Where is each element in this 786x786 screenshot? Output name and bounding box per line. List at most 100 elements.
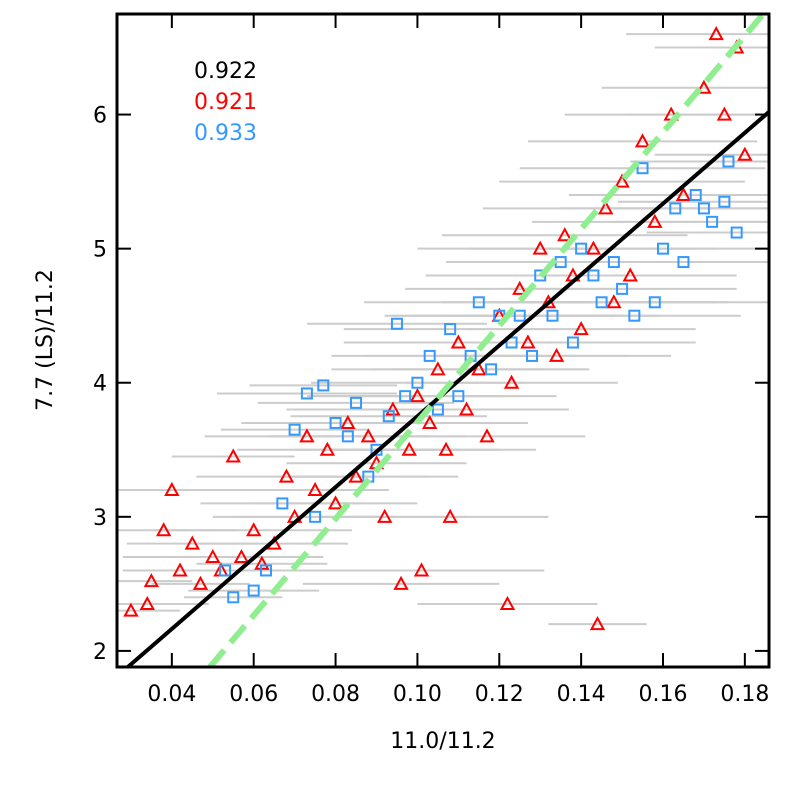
marker xyxy=(647,213,663,228)
marker xyxy=(376,508,393,523)
marker xyxy=(422,414,438,429)
marker xyxy=(225,448,241,463)
marker xyxy=(299,428,315,443)
marker xyxy=(526,349,539,362)
y-tick-label: 6 xyxy=(93,104,107,129)
marker xyxy=(423,349,436,362)
marker xyxy=(628,309,641,322)
marker xyxy=(718,195,731,208)
x-tick-label: 0.10 xyxy=(393,682,442,707)
marker xyxy=(143,573,160,588)
x-tick-label: 0.08 xyxy=(311,682,360,707)
marker xyxy=(393,575,409,590)
marker xyxy=(689,189,702,202)
marker xyxy=(677,256,690,269)
marker xyxy=(327,495,344,510)
marker xyxy=(708,26,724,41)
marker xyxy=(485,363,498,376)
marker xyxy=(382,410,395,423)
x-tick-label: 0.16 xyxy=(639,682,688,707)
marker xyxy=(499,595,516,610)
x-tick-label: 0.06 xyxy=(229,682,278,707)
marker xyxy=(233,548,250,564)
marker xyxy=(616,282,629,295)
marker xyxy=(442,508,458,523)
marker xyxy=(172,562,188,577)
marker xyxy=(247,584,260,597)
marker xyxy=(399,390,412,403)
y-tick-label: 2 xyxy=(93,640,107,665)
marker xyxy=(513,309,526,322)
marker xyxy=(288,423,301,436)
marker xyxy=(722,155,735,168)
marker xyxy=(585,240,602,255)
marker xyxy=(471,361,487,376)
annotation: 0.922 xyxy=(194,59,257,84)
x-tick-label: 0.14 xyxy=(557,682,606,707)
marker xyxy=(246,522,262,537)
marker xyxy=(413,562,430,577)
y-tick-label: 4 xyxy=(93,372,107,397)
marker xyxy=(696,79,712,94)
marker xyxy=(411,376,424,389)
marker xyxy=(587,269,600,282)
marker xyxy=(614,173,630,188)
marker xyxy=(566,336,579,349)
marker xyxy=(340,414,356,429)
marker xyxy=(444,323,457,336)
marker xyxy=(317,379,330,392)
fit-line xyxy=(207,14,766,667)
marker xyxy=(205,548,221,564)
marker xyxy=(669,202,682,215)
marker xyxy=(512,280,528,295)
marker xyxy=(452,390,465,403)
marker xyxy=(341,430,354,443)
marker xyxy=(348,468,364,483)
marker xyxy=(505,336,518,349)
marker xyxy=(546,309,559,322)
marker xyxy=(192,575,209,590)
marker xyxy=(675,186,692,202)
marker xyxy=(706,215,719,228)
y-tick-label: 5 xyxy=(93,238,107,263)
marker xyxy=(430,361,446,376)
marker xyxy=(278,468,295,483)
marker xyxy=(259,564,272,577)
marker xyxy=(636,162,649,175)
annotation: 0.921 xyxy=(194,90,257,115)
marker xyxy=(697,202,710,215)
y-tick-label: 3 xyxy=(93,506,107,531)
marker xyxy=(589,616,606,631)
marker xyxy=(622,267,638,282)
y-axis-label: 7.7 (LS)/11.2 xyxy=(33,269,58,411)
marker xyxy=(598,200,614,215)
plot-frame xyxy=(115,12,771,669)
marker xyxy=(329,416,342,429)
marker xyxy=(184,535,200,550)
marker xyxy=(401,441,417,456)
marker xyxy=(309,510,322,523)
marker xyxy=(219,564,232,577)
plot-area xyxy=(117,14,769,667)
marker xyxy=(458,401,475,416)
marker xyxy=(350,396,363,409)
marker xyxy=(606,294,622,309)
x-tick-label: 0.12 xyxy=(475,682,524,707)
marker xyxy=(438,441,454,456)
marker xyxy=(409,388,426,403)
marker xyxy=(648,296,661,309)
marker xyxy=(300,387,313,400)
marker xyxy=(479,428,495,443)
marker xyxy=(656,242,669,255)
marker xyxy=(390,317,403,330)
marker xyxy=(716,106,733,121)
marker xyxy=(155,522,172,537)
marker xyxy=(227,591,240,604)
x-tick-label: 0.18 xyxy=(720,682,769,707)
marker xyxy=(503,374,520,389)
marker xyxy=(520,334,536,349)
marker xyxy=(607,256,620,269)
x-tick-label: 0.04 xyxy=(147,682,196,707)
annotation: 0.933 xyxy=(194,121,257,146)
